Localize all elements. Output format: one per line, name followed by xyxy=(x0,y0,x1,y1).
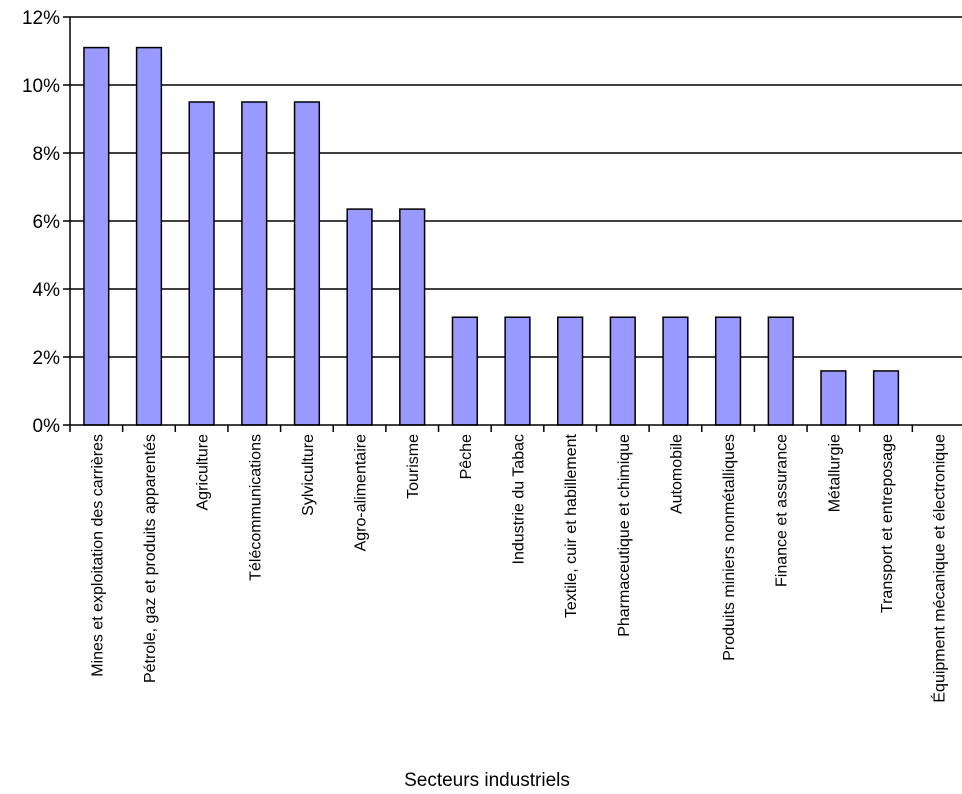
y-tick-label: 12% xyxy=(22,8,60,29)
x-tick-labels: Mines et exploitation des carrières Pétro… xyxy=(89,433,948,702)
x-tick-label: Pétrole, gaz et produits apparentés xyxy=(142,434,159,683)
x-tick-label: Industrie du Tabac xyxy=(511,434,528,564)
x-tick-label: Pêche xyxy=(458,434,475,479)
bar xyxy=(188,101,215,426)
x-tick-label: Finance et assurance xyxy=(774,434,791,587)
x-tick-label: Mines et exploitation des carrières xyxy=(89,434,106,677)
y-tick-label: 4% xyxy=(33,280,61,301)
x-tick-label: Agriculture xyxy=(195,434,212,511)
bar xyxy=(346,208,373,426)
bar xyxy=(820,370,847,426)
y-tick-label: 6% xyxy=(33,212,61,233)
bar xyxy=(557,316,584,426)
y-tick-labels: 0% 2% 4% 6% 8% 10% 12% xyxy=(22,8,60,437)
axes xyxy=(63,16,962,432)
gridlines xyxy=(70,16,962,358)
x-tick-label: Équipment mécanique et électronique xyxy=(930,434,949,703)
bar xyxy=(872,370,900,426)
bar xyxy=(83,46,110,426)
x-tick-label: Tourisme xyxy=(405,434,422,499)
bar xyxy=(504,316,531,426)
x-tick-label: Produits miniers nonmétalliques xyxy=(721,434,738,661)
bar xyxy=(135,46,163,426)
bars xyxy=(83,46,900,426)
bar xyxy=(399,208,426,426)
x-tick-label: Agro-alimentaire xyxy=(353,434,370,551)
bar xyxy=(714,316,742,426)
x-tick-label: Sylviculture xyxy=(300,434,317,516)
x-tick-label: Textile, cuir et habillement xyxy=(563,433,580,618)
bar xyxy=(241,101,268,426)
bar xyxy=(767,316,794,426)
y-tick-label: 2% xyxy=(33,348,61,369)
y-tick-label: 0% xyxy=(33,416,61,437)
bar xyxy=(293,101,321,426)
x-tick-label: Pharmaceutique et chimique xyxy=(616,434,633,637)
y-tick-label: 10% xyxy=(22,76,60,97)
bar xyxy=(609,316,636,426)
x-tick-label: Métallurgie xyxy=(826,434,843,512)
bar xyxy=(662,316,689,426)
x-tick-label: Transport et entreposage xyxy=(879,434,896,613)
x-tick-label: Télécommunications xyxy=(247,434,264,581)
x-axis-label: Secteurs industriels xyxy=(404,770,570,791)
y-tick-label: 8% xyxy=(33,144,61,165)
x-tick-label: Automobile xyxy=(668,434,685,514)
bar xyxy=(451,316,478,426)
